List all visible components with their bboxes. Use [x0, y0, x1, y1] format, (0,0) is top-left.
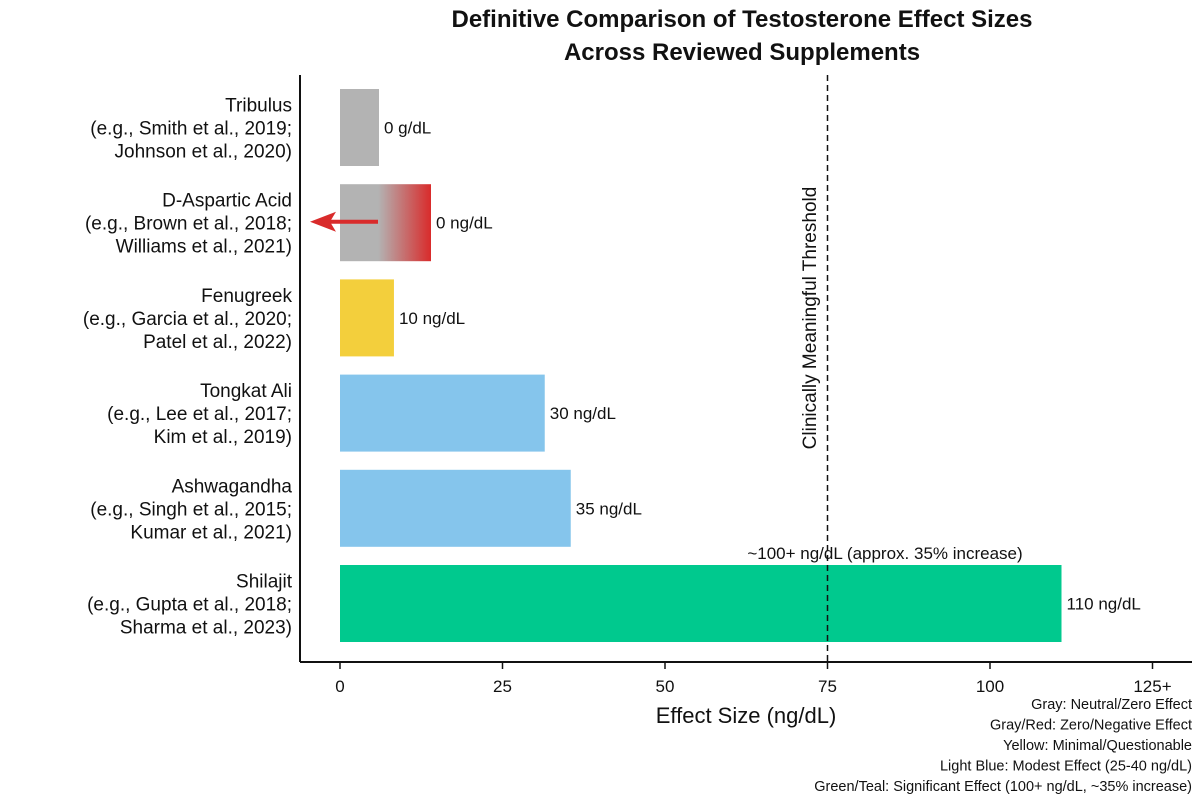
- category-label: Tongkat Ali: [200, 381, 292, 402]
- category-reference: Patel et al., 2022): [143, 332, 292, 353]
- bar-tribulus: [340, 89, 379, 166]
- bar-fenugreek: [340, 279, 394, 357]
- legend-entry: Yellow: Minimal/Questionable: [1003, 738, 1192, 754]
- x-tick-label: 125+: [1133, 677, 1171, 696]
- legend-entry: Light Blue: Modest Effect (25-40 ng/dL): [940, 759, 1192, 775]
- category-reference: (e.g., Gupta et al., 2018;: [87, 595, 292, 616]
- x-axis-title: Effect Size (ng/dL): [656, 703, 837, 728]
- category-reference: (e.g., Smith et al., 2019;: [90, 119, 292, 140]
- category-reference: Sharma et al., 2023): [120, 618, 292, 639]
- negative-arrow-icon: [310, 211, 336, 232]
- category-label: Ashwagandha: [172, 476, 293, 497]
- category-label: D-Aspartic Acid: [162, 191, 292, 212]
- category-reference: Kumar et al., 2021): [130, 522, 292, 543]
- legend-entry: Green/Teal: Significant Effect (100+ ng/…: [814, 779, 1192, 795]
- x-tick-label: 100: [976, 677, 1004, 696]
- x-tick-label: 0: [335, 677, 344, 696]
- x-tick-label: 75: [818, 677, 837, 696]
- threshold-label: Clinically Meaningful Threshold: [800, 187, 821, 450]
- legend-entry: Gray/Red: Zero/Negative Effect: [990, 718, 1192, 734]
- category-reference: Johnson et al., 2020): [115, 142, 292, 163]
- x-tick-label: 50: [656, 677, 675, 696]
- annotation-text: ~100+ ng/dL (approx. 35% increase): [747, 544, 1022, 563]
- category-reference: Kim et al., 2019): [154, 427, 292, 448]
- category-reference: Williams et al., 2021): [116, 237, 292, 258]
- data-label: 30 ng/dL: [550, 404, 616, 423]
- data-label: 0 g/dL: [384, 119, 431, 138]
- category-reference: (e.g., Lee et al., 2017;: [107, 404, 292, 425]
- chart-title-line-2: Across Reviewed Supplements: [564, 39, 920, 66]
- x-tick-label: 25: [493, 677, 512, 696]
- category-label: Tribulus: [225, 96, 292, 117]
- legend-entry: Gray: Neutral/Zero Effect: [1031, 697, 1192, 713]
- category-reference: (e.g., Garcia et al., 2020;: [83, 309, 292, 330]
- bar-ashwagandha: [340, 469, 571, 547]
- category-label: Shilajit: [236, 572, 293, 593]
- bar-shilajit: [340, 565, 1062, 642]
- category-reference: (e.g., Brown et al., 2018;: [85, 214, 292, 235]
- chart-title-line-1: Definitive Comparison of Testosterone Ef…: [451, 6, 1032, 33]
- data-label: 10 ng/dL: [399, 309, 465, 328]
- bar-tongkat-ali: [340, 374, 545, 452]
- category-reference: (e.g., Singh et al., 2015;: [90, 499, 292, 520]
- category-label: Fenugreek: [201, 286, 292, 307]
- data-label: 0 ng/dL: [436, 214, 493, 233]
- data-label: 110 ng/dL: [1067, 595, 1141, 614]
- data-label: 35 ng/dL: [576, 499, 642, 518]
